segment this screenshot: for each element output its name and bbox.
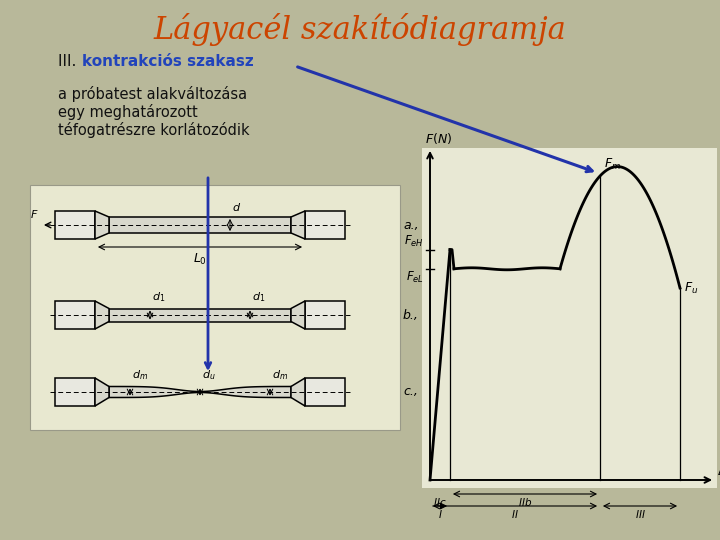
Text: egy meghatározott: egy meghatározott xyxy=(58,104,198,120)
Text: kontrakciós szakasz: kontrakciós szakasz xyxy=(82,55,253,70)
Text: $d_1$: $d_1$ xyxy=(252,291,265,305)
Text: $IIc$: $IIc$ xyxy=(433,496,447,508)
Text: $I$: $I$ xyxy=(438,508,442,520)
Text: $d_m$: $d_m$ xyxy=(132,369,148,382)
Text: $d_u$: $d_u$ xyxy=(202,369,215,382)
Text: $II$: $II$ xyxy=(511,508,519,520)
Text: b.,: b., xyxy=(403,308,419,321)
Bar xyxy=(305,211,345,239)
Text: $F$: $F$ xyxy=(30,208,39,220)
Text: $IIb$: $IIb$ xyxy=(518,496,532,508)
Text: $F_{eL}$: $F_{eL}$ xyxy=(406,270,424,285)
Bar xyxy=(109,217,291,233)
Text: III.: III. xyxy=(58,55,81,70)
Text: $\Delta\,l(mm)$: $\Delta\,l(mm)$ xyxy=(717,465,720,478)
Text: téfogatrészre korlátozódik: téfogatrészre korlátozódik xyxy=(58,122,250,138)
Bar xyxy=(55,211,95,239)
Bar xyxy=(55,378,95,406)
Text: a próbatest alakváltozása: a próbatest alakváltozása xyxy=(58,86,247,102)
Text: $L_0$: $L_0$ xyxy=(193,252,207,267)
Polygon shape xyxy=(95,301,109,329)
Text: c.,: c., xyxy=(403,386,418,399)
Bar xyxy=(305,378,345,406)
Polygon shape xyxy=(291,211,305,239)
Bar xyxy=(55,301,95,329)
Text: $d_m$: $d_m$ xyxy=(272,369,288,382)
Polygon shape xyxy=(95,211,109,239)
Bar xyxy=(30,185,400,430)
Text: $F_m$: $F_m$ xyxy=(604,157,621,172)
Text: $d_1$: $d_1$ xyxy=(152,291,166,305)
Polygon shape xyxy=(95,378,109,406)
Text: $F_u$: $F_u$ xyxy=(684,280,698,295)
Text: Lágyacél szakítódiagramja: Lágyacél szakítódiagramja xyxy=(153,14,567,46)
Text: $F_{eH}$: $F_{eH}$ xyxy=(404,233,424,248)
Bar xyxy=(109,308,291,321)
Text: $III$: $III$ xyxy=(634,508,645,520)
Polygon shape xyxy=(109,387,291,397)
Text: a.,: a., xyxy=(403,219,418,232)
Polygon shape xyxy=(291,378,305,406)
Bar xyxy=(422,148,717,488)
Bar xyxy=(305,301,345,329)
Text: $d$: $d$ xyxy=(232,201,241,213)
Polygon shape xyxy=(291,301,305,329)
Text: $F(N)$: $F(N)$ xyxy=(425,131,452,146)
